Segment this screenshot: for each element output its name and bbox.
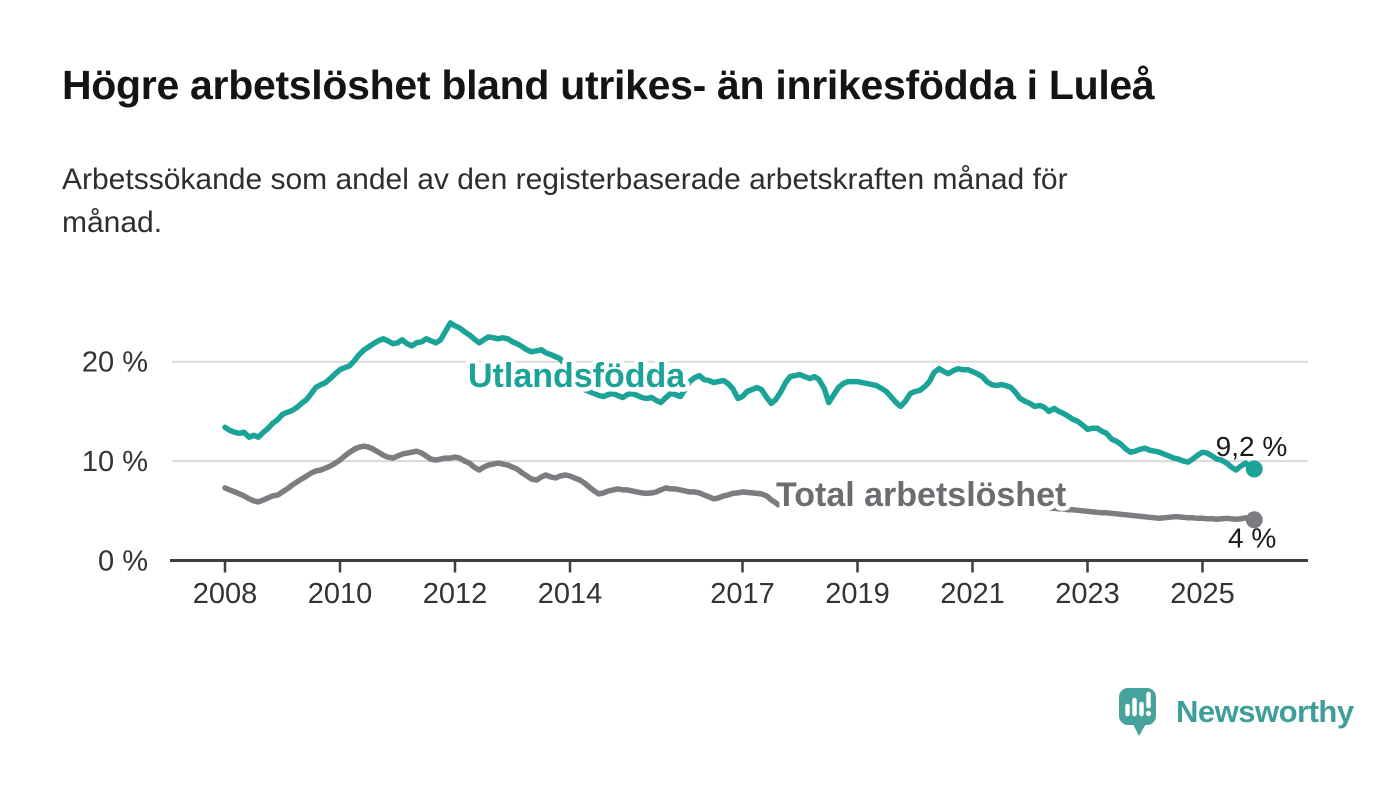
chart-subtitle: Arbetssökande som andel av den registerb… <box>62 158 1342 244</box>
series-end-value-label-total: 4 % <box>1228 523 1276 554</box>
series-line-total <box>1044 505 1258 523</box>
series-end-dot-total <box>1245 511 1263 529</box>
x-axis-tick-label: 2010 <box>308 578 373 610</box>
chart-subtitle-line-1: Arbetssökande som andel av den registerb… <box>62 163 1068 196</box>
x-axis-tick-label: 2014 <box>538 578 603 610</box>
newsworthy-logo-icon <box>1119 688 1156 736</box>
y-axis-tick-label: 0 % <box>98 546 148 578</box>
x-axis-tick-label: 2025 <box>1170 578 1235 610</box>
series-end-value-label-utlandsfodda: 9,2 % <box>1216 431 1288 462</box>
series-line-utlandsfodda <box>222 320 1258 473</box>
series-end-dot-utlandsfodda <box>1245 460 1263 478</box>
x-axis-tick-label: 2021 <box>940 578 1005 610</box>
brand-name: Newsworthy <box>1176 694 1354 729</box>
x-axis-tick-label: 2008 <box>193 578 258 610</box>
series-inline-label-utlandsfodda: Utlandsfödda <box>468 357 686 395</box>
brand-footer: Newsworthy <box>1118 686 1354 738</box>
unemployment-line-chart: 0 % 10 % 20 % 2008 2010 2012 2014 2017 2019 2021 2… <box>82 320 1308 610</box>
x-axis-tick-label: 2023 <box>1055 578 1120 610</box>
x-axis-tick-label: 2012 <box>423 578 488 610</box>
x-axis-tick-label: 2017 <box>710 578 775 610</box>
y-axis-tick-label: 20 % <box>82 347 148 379</box>
y-axis-tick-label: 10 % <box>82 446 148 478</box>
x-axis-tick-label: 2019 <box>825 578 890 610</box>
series-line-total <box>222 443 781 508</box>
chart-subtitle-line-2: månad. <box>62 206 163 239</box>
series-inline-label-total: Total arbetslöshet <box>776 476 1066 514</box>
page-title: Högre arbetslöshet bland utrikes- än inr… <box>62 62 1155 108</box>
